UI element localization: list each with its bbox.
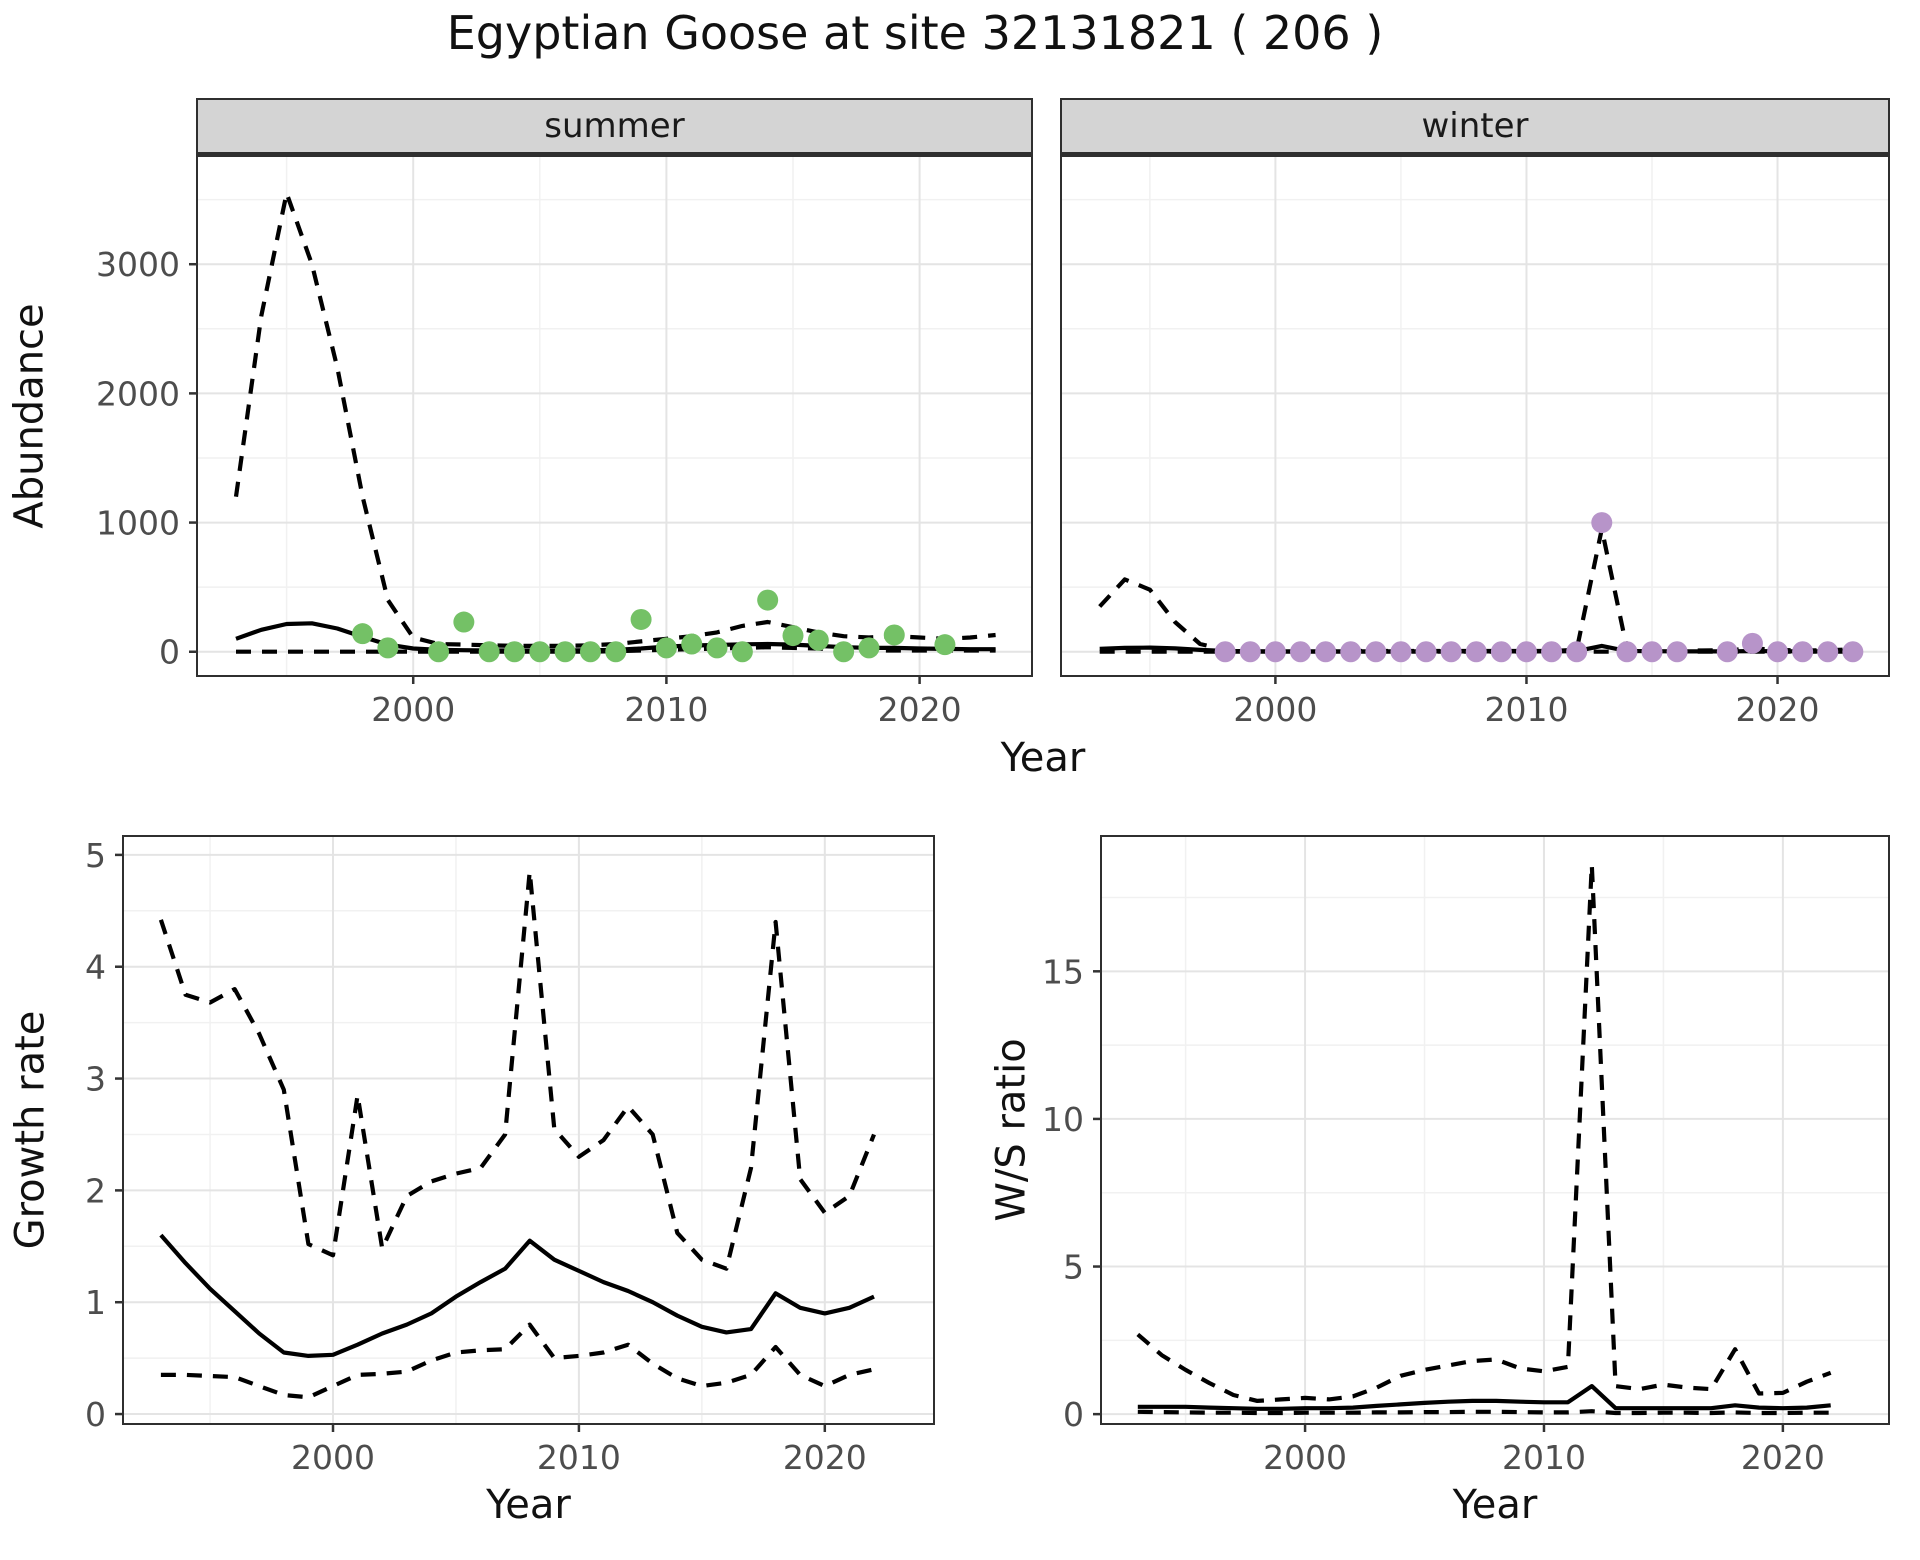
plot-title: Egyptian Goose at site 32131821 ( 206 ) (446, 6, 1384, 60)
svg-text:5: 5 (1063, 1248, 1084, 1287)
svg-text:2010: 2010 (624, 690, 708, 729)
svg-text:2010: 2010 (537, 1438, 621, 1477)
svg-text:2: 2 (85, 1171, 106, 1210)
svg-text:2000: 2000 (96, 374, 180, 413)
svg-text:3000: 3000 (96, 245, 180, 284)
svg-text:2010: 2010 (1502, 1438, 1586, 1477)
svg-text:10: 10 (1042, 1100, 1084, 1139)
facet-strip-winter: winter (1060, 98, 1890, 155)
x-axis-title-year-top: Year (1000, 735, 1086, 781)
svg-text:2020: 2020 (783, 1438, 867, 1477)
y-axis-title-abundance: Abundance (7, 303, 53, 529)
svg-text:2020: 2020 (1736, 690, 1820, 729)
svg-text:1: 1 (85, 1283, 106, 1322)
facet-strip-winter-label: winter (1421, 106, 1529, 146)
panel-ws-ratio: 2000 2010 2020 0 5 10 15 (1042, 835, 1890, 1477)
svg-text:2000: 2000 (291, 1438, 375, 1477)
svg-text:3: 3 (85, 1060, 106, 1099)
svg-text:5: 5 (85, 836, 106, 875)
svg-text:2020: 2020 (878, 690, 962, 729)
svg-text:2000: 2000 (371, 690, 455, 729)
panel-growth-rate: 2000 2010 2020 0 1 2 3 4 5 (85, 835, 935, 1477)
y-axis-title-ws-ratio: W/S ratio (989, 1038, 1036, 1222)
y-axis-title-growth-rate: Growth rate (7, 1010, 53, 1250)
svg-text:2000: 2000 (1233, 690, 1317, 729)
svg-text:2010: 2010 (1484, 690, 1568, 729)
svg-text:1000: 1000 (96, 504, 180, 543)
x-axis-title-year-bottom-left: Year (486, 1482, 571, 1528)
x-axis-title-year-bottom-right: Year (1452, 1482, 1538, 1528)
svg-text:2000: 2000 (1263, 1438, 1347, 1477)
panel-abundance-summer: 2000 2010 2020 0 1000 2000 3000 (96, 155, 1033, 729)
facet-strip-summer-label: summer (544, 106, 685, 146)
svg-text:0: 0 (85, 1395, 106, 1434)
svg-text:15: 15 (1042, 952, 1084, 991)
svg-text:2020: 2020 (1741, 1438, 1825, 1477)
facet-strip-summer: summer (196, 98, 1033, 155)
panel-abundance-winter: 2000 2010 2020 (1060, 155, 1890, 729)
svg-text:0: 0 (1063, 1395, 1084, 1434)
svg-text:0: 0 (159, 633, 180, 672)
svg-text:4: 4 (85, 948, 106, 987)
